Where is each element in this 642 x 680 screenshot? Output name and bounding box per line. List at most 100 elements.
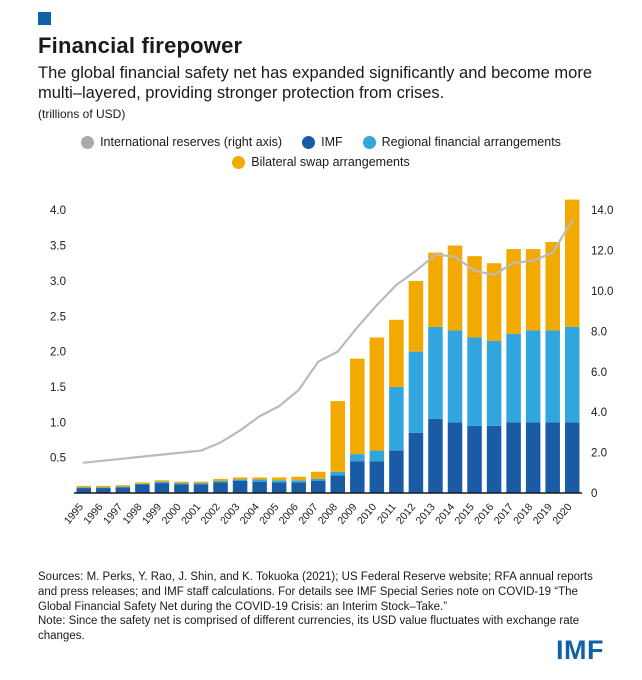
- bar-segment: [213, 479, 228, 482]
- x-axis-year-label: 1997: [101, 501, 125, 527]
- bar-segment: [447, 330, 463, 423]
- bar-segment: [545, 422, 560, 494]
- chart-area: 0.5 1.0 1.5 2.0 2.5 3.0 3.5 4.0 0 2.0 4.0 6.0 8.0 10.…: [30, 179, 613, 556]
- page-title: Financial firepower: [38, 33, 243, 58]
- reserves-legend-dot-icon: [81, 135, 95, 149]
- bar-segment: [486, 263, 502, 342]
- bar-segment: [310, 479, 326, 482]
- x-axis-year-label: 2007: [296, 501, 320, 527]
- bar-segment: [408, 351, 424, 434]
- x-axis-year-label: 2016: [472, 501, 496, 527]
- legend-label: Bilateral swap arrangements: [251, 155, 410, 170]
- bar-segment: [115, 487, 131, 494]
- bar-segment: [564, 327, 580, 423]
- left-axis-tick-label: 1.0: [50, 418, 66, 430]
- bar-segment: [428, 419, 443, 494]
- bar-segment: [467, 426, 482, 494]
- x-axis-year-label: 2004: [238, 501, 262, 527]
- bar-segment: [330, 401, 346, 473]
- x-axis-year-label: 2008: [316, 501, 340, 527]
- note-text: Note: Since the safety net is comprised …: [38, 615, 580, 643]
- x-axis-year-label: 2006: [277, 501, 301, 527]
- x-axis-year-label: 2003: [218, 501, 242, 527]
- bar-segment: [467, 256, 482, 338]
- bar-segment: [486, 426, 502, 494]
- bar-segment: [252, 477, 267, 480]
- legend-row-1: International reserves (right axis) IMF …: [81, 135, 561, 149]
- bar-segment: [291, 482, 306, 494]
- bar-segment: [252, 481, 267, 494]
- bar-segment: [174, 483, 189, 485]
- bar-segment: [76, 486, 92, 488]
- x-axis-year-label: 1996: [81, 501, 105, 527]
- bar-segment: [96, 486, 111, 488]
- left-axis-tick-label: 3.0: [50, 276, 66, 288]
- left-axis-tick-label: 0.5: [50, 453, 66, 465]
- legend: International reserves (right axis) IMF …: [38, 135, 604, 169]
- bar-segment: [271, 477, 287, 481]
- bar-segment: [232, 479, 248, 482]
- reserves-line: [82, 219, 574, 465]
- bar-segment: [545, 330, 560, 423]
- bar-segment: [330, 475, 346, 494]
- x-axis-year-label: 1998: [120, 501, 144, 527]
- bar-segment: [193, 484, 209, 494]
- bar-segment: [154, 480, 170, 482]
- bar-segment: [135, 482, 150, 485]
- bar-segment: [350, 358, 365, 455]
- sources-text: Sources: M. Perks, Y. Rao, J. Shin, and …: [38, 571, 593, 613]
- bar-segment: [232, 477, 248, 480]
- right-axis-tick-label: 2.0: [591, 448, 607, 460]
- bar-segment: [467, 337, 482, 427]
- footnote: Sources: M. Perks, Y. Rao, J. Shin, and …: [38, 570, 604, 644]
- x-axis-year-label: 2019: [531, 501, 555, 527]
- left-axis-tick-label: 2.5: [50, 312, 66, 324]
- rfa-legend-dot-icon: [362, 135, 376, 149]
- bar-segment: [506, 249, 521, 335]
- bar-segment: [525, 422, 541, 494]
- bar-segment: [76, 487, 92, 489]
- bar-segment: [428, 252, 443, 328]
- bar-segment: [115, 486, 131, 488]
- bar-segment: [252, 479, 267, 482]
- legend-item-rfa: Regional financial arrangements: [362, 135, 561, 150]
- x-axis-year-label: 2013: [414, 501, 438, 527]
- bar-segment: [174, 481, 189, 484]
- legend-item-swaps: Bilateral swap arrangements: [232, 155, 410, 170]
- bar-segment: [408, 433, 424, 494]
- x-axis-year-label: 2000: [160, 501, 184, 527]
- left-axis-tick-label: 4.0: [50, 205, 66, 217]
- bar-segment: [232, 481, 248, 494]
- bar-segment: [291, 480, 306, 483]
- imf-logo: IMF: [556, 635, 604, 665]
- bar-segment: [350, 454, 365, 462]
- bar-segment: [76, 488, 92, 494]
- left-axis-tick-label: 1.5: [50, 382, 66, 394]
- x-axis-year-label: 1999: [140, 501, 164, 527]
- x-axis-year-label: 1995: [62, 501, 86, 527]
- bar-segment: [271, 482, 287, 494]
- brand-square-icon: [38, 12, 51, 25]
- imf-legend-dot-icon: [302, 135, 316, 149]
- bar-segment: [135, 484, 150, 494]
- bar-segment: [525, 330, 541, 423]
- bar-segment: [96, 487, 111, 489]
- bar-segment: [213, 481, 228, 483]
- x-axis-year-label: 2014: [433, 501, 457, 527]
- x-axis-year-label: 2012: [394, 501, 418, 527]
- legend-row-2: Bilateral swap arrangements: [232, 155, 410, 170]
- left-axis-tick-label: 3.5: [50, 241, 66, 253]
- x-axis-year-label: 2020: [550, 501, 574, 527]
- bar-segment: [564, 199, 580, 328]
- stacked-bar-chart: 0.5 1.0 1.5 2.0 2.5 3.0 3.5 4.0 0 2.0 4.0 6.0 8.0 10.…: [50, 199, 613, 527]
- legend-label: Regional financial arrangements: [381, 135, 561, 150]
- left-axis-tick-label: 2.0: [50, 347, 66, 359]
- x-axis-year-label: 2015: [453, 501, 477, 527]
- bar-segment: [408, 281, 424, 352]
- bar-segment: [369, 461, 385, 494]
- bar-segment: [545, 242, 560, 331]
- bar-segment: [330, 472, 346, 476]
- unit-label: (trillions of USD): [38, 107, 126, 122]
- bar-segment: [115, 485, 131, 487]
- right-axis-tick-label: 10.0: [591, 286, 613, 298]
